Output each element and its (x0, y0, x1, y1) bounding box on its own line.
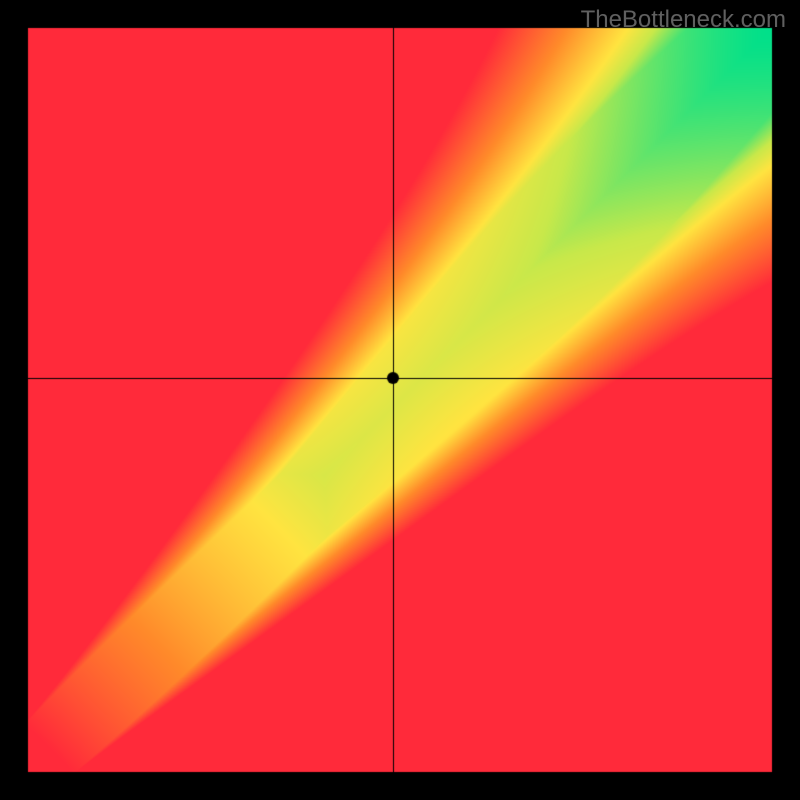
plot-container: { "watermark": { "text": "TheBottleneck.… (0, 0, 800, 800)
watermark-text: TheBottleneck.com (581, 6, 786, 34)
heatmap-canvas (0, 0, 800, 800)
